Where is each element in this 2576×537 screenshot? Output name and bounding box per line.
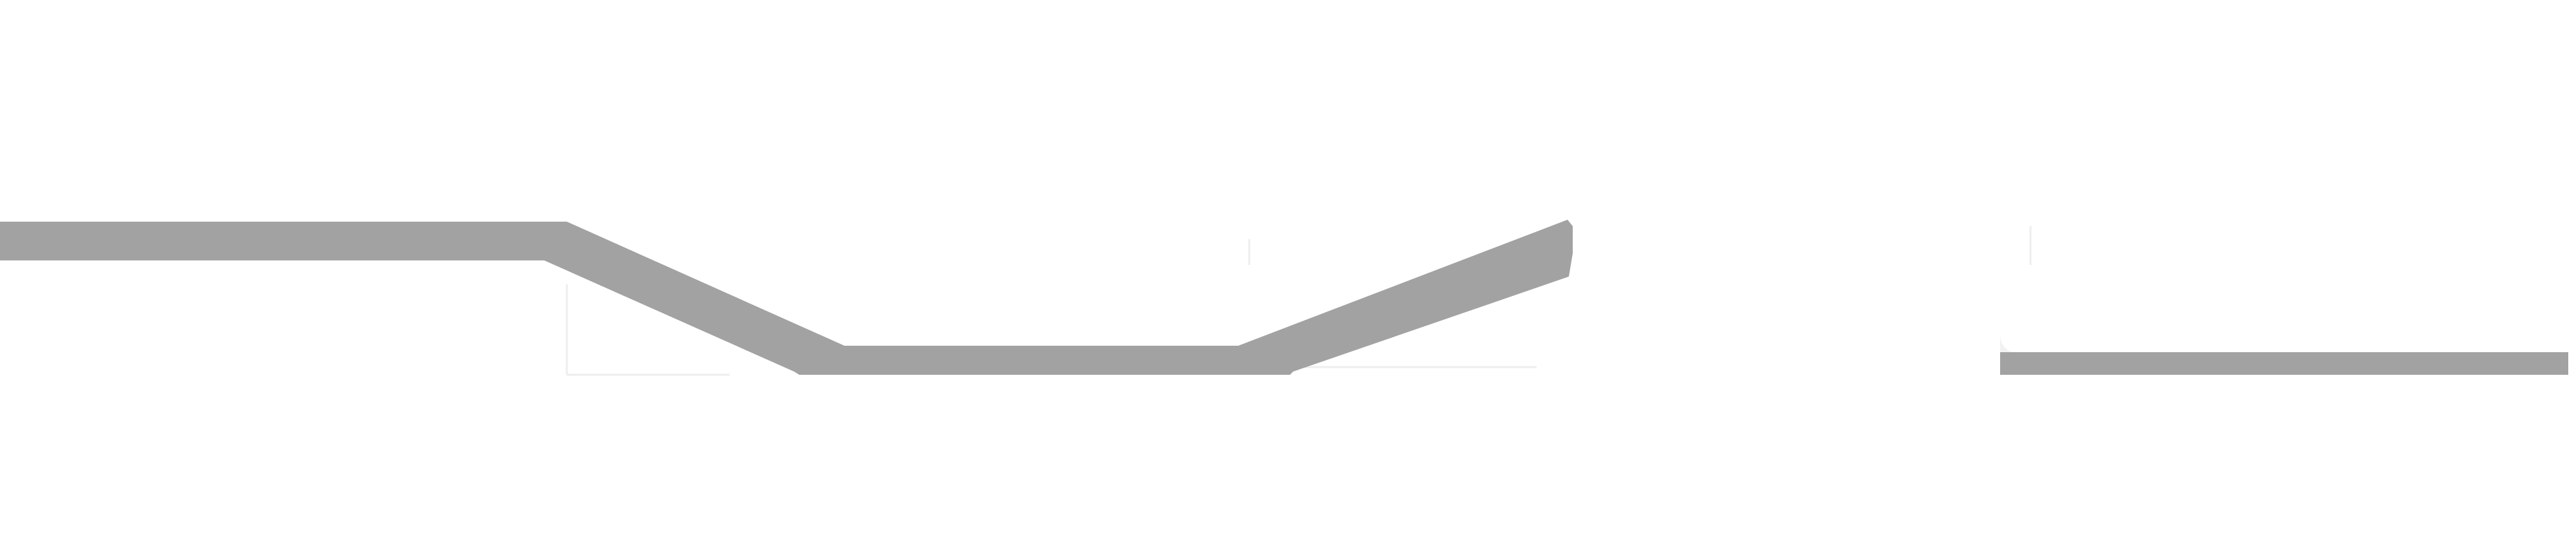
profile-band-right xyxy=(2000,342,2568,375)
profile-band-right-fade xyxy=(2000,333,2013,352)
faint-edges xyxy=(566,226,2032,376)
profile-band xyxy=(0,220,1573,375)
